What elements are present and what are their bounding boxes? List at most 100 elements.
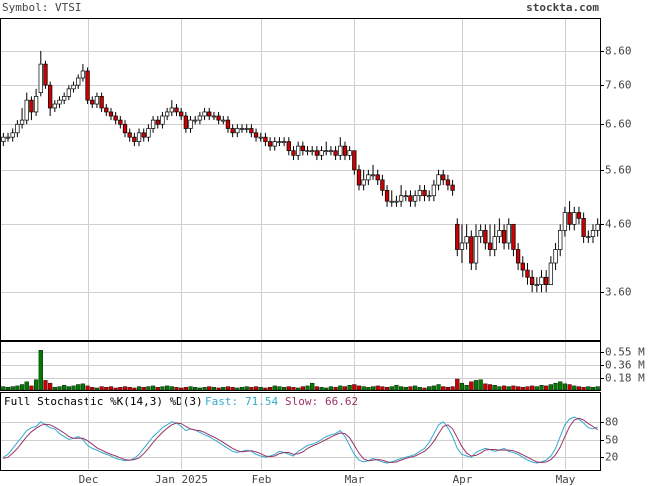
candle-body xyxy=(57,99,62,105)
candle-body xyxy=(529,276,535,285)
candle-body xyxy=(417,189,422,197)
candle-body xyxy=(272,141,277,147)
volume-bar xyxy=(300,386,305,391)
volume-bar xyxy=(90,387,95,391)
volume-bar xyxy=(235,387,240,391)
legend-name: Slow: xyxy=(285,395,318,408)
volume-bar xyxy=(319,387,324,391)
volume-bar xyxy=(160,386,165,391)
x-tick-label: Apr xyxy=(453,473,473,486)
candle-body xyxy=(590,230,596,237)
x-tick-label: Dec xyxy=(79,473,99,486)
volume-bar xyxy=(375,385,380,391)
candle-body xyxy=(389,200,394,203)
volume-bar xyxy=(586,386,591,391)
candle-body xyxy=(150,119,156,129)
volume-bar xyxy=(94,387,100,391)
y-tick-label: 3.60 xyxy=(605,286,632,299)
candle-body xyxy=(94,95,100,105)
volume-bar xyxy=(314,386,319,391)
candle-body xyxy=(211,115,217,118)
candle-body xyxy=(497,230,502,237)
candle-body xyxy=(305,150,310,153)
volume-bar xyxy=(146,386,151,391)
volume-bar xyxy=(29,385,34,391)
volume-bar xyxy=(520,387,525,391)
candle-body xyxy=(33,95,39,113)
candle-body xyxy=(296,145,301,156)
volume-bar xyxy=(394,385,399,391)
candle-body xyxy=(539,276,544,285)
candle-body xyxy=(562,212,568,231)
candle-body xyxy=(160,115,165,125)
x-tick-label: Feb xyxy=(252,473,272,486)
volume-bar xyxy=(221,387,226,391)
volume-bar xyxy=(305,385,310,391)
volume-bar xyxy=(211,387,217,391)
volume-bar xyxy=(179,387,184,391)
candle-body xyxy=(122,123,128,134)
volume-bar xyxy=(478,379,483,391)
volume-bar xyxy=(108,386,114,391)
volume-bar xyxy=(267,387,273,391)
volume-bar xyxy=(15,385,20,391)
volume-bar xyxy=(62,385,67,391)
volume-bar xyxy=(122,386,128,391)
volume-bar xyxy=(197,387,202,391)
volume-bar xyxy=(399,386,404,391)
volume-bar xyxy=(324,387,329,391)
volume-bar xyxy=(244,386,249,391)
volume-bar xyxy=(511,385,516,391)
volume-bar xyxy=(450,386,455,391)
volume-bar xyxy=(282,387,287,391)
volume-bar xyxy=(136,386,142,391)
volume-bar xyxy=(590,387,596,391)
volume-bar xyxy=(291,387,296,391)
candle-body xyxy=(352,150,357,171)
volume-bar xyxy=(253,386,259,391)
candle-body xyxy=(455,223,460,250)
volume-bar xyxy=(366,387,371,391)
candle-body xyxy=(511,223,516,250)
volume-bar xyxy=(132,387,137,391)
volume-bar xyxy=(66,386,71,391)
volume-bar xyxy=(408,386,413,391)
candle-body xyxy=(225,119,231,129)
candle-body xyxy=(464,236,469,244)
volume-bar xyxy=(183,387,188,391)
volume-bar xyxy=(567,384,572,391)
volume-bar xyxy=(427,386,432,391)
candle-body xyxy=(515,249,521,264)
candle-body xyxy=(5,136,11,139)
volume-bar xyxy=(431,385,436,391)
volume-bar xyxy=(548,384,553,391)
candle-body xyxy=(310,150,315,153)
volume-bar xyxy=(150,385,156,391)
candle-body xyxy=(445,179,451,186)
volume-bar xyxy=(422,387,427,391)
candle-body xyxy=(431,184,437,197)
volume-bar xyxy=(352,384,357,391)
candle-body xyxy=(422,189,427,197)
candle-body xyxy=(375,174,380,181)
volume-bar xyxy=(413,385,418,391)
candle-body xyxy=(253,132,259,138)
volume-bar xyxy=(492,385,497,391)
volume-bar xyxy=(258,387,263,391)
candle-body xyxy=(314,150,320,156)
candle-body xyxy=(324,150,329,153)
candle-body xyxy=(249,128,254,134)
candle-body xyxy=(483,230,488,244)
volume-bar xyxy=(595,386,600,391)
volume-bar xyxy=(384,387,390,391)
candle-body xyxy=(408,195,413,202)
volume-bar xyxy=(239,387,245,391)
y-tick-label: 7.60 xyxy=(605,79,632,92)
volume-bar xyxy=(501,385,507,391)
candle-body xyxy=(436,174,441,186)
volume-bar xyxy=(263,387,268,391)
candle-body xyxy=(478,230,483,237)
volume-bar xyxy=(370,386,376,391)
candle-body xyxy=(380,179,385,191)
volume-bar xyxy=(202,387,207,391)
